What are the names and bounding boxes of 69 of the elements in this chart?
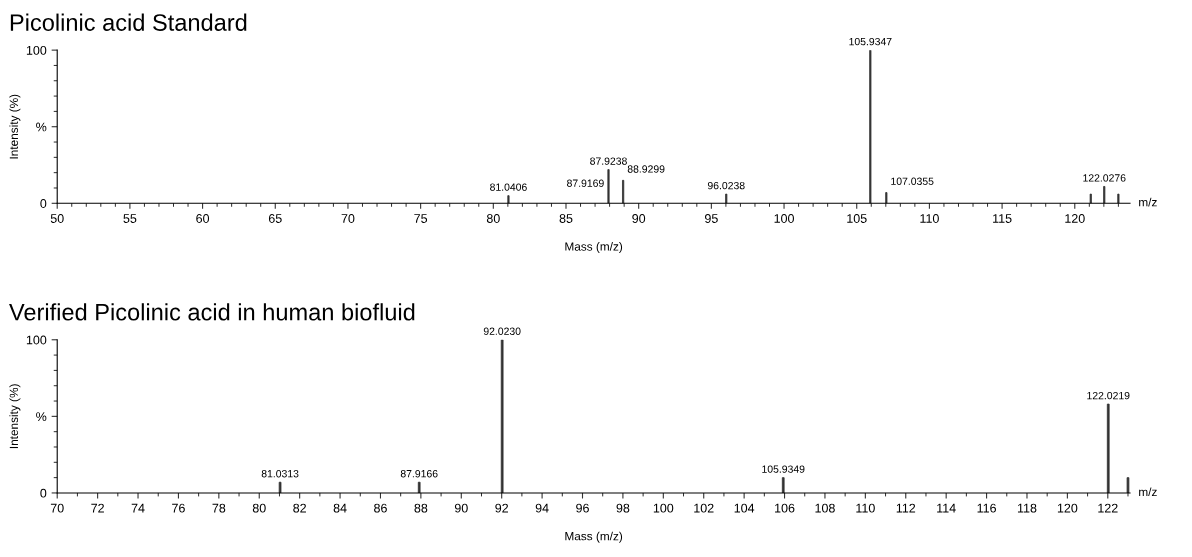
x-tick-label: 106 (775, 503, 795, 513)
x-tick-label: 118 (1017, 503, 1037, 513)
annotation: 107.0355 (891, 177, 934, 185)
x-tick-label: 84 (333, 503, 347, 513)
x-tick-label: 76 (172, 503, 185, 513)
x-tick-label: 94 (535, 503, 549, 513)
x-tick-label: 86 (374, 503, 387, 513)
annotation: 92.0230 (483, 327, 521, 335)
y-tick-label: % (36, 412, 47, 421)
x-tick-label: 72 (91, 503, 104, 513)
y-tick-label: 0 (40, 199, 47, 208)
x-tick-label: 80 (252, 503, 266, 513)
x-tick-label: 50 (50, 214, 64, 223)
annotation: 122.0219 (1087, 391, 1130, 400)
x-tick-label: 120 (1065, 214, 1085, 223)
x-tick-label: 120 (1057, 503, 1078, 513)
x-tick-label: 70 (341, 214, 355, 223)
x-tick-label: 80 (486, 214, 500, 223)
x-tick-label: 95 (705, 214, 718, 223)
x-tick-label: 100 (653, 503, 674, 513)
x-tick-label: 110 (920, 214, 939, 223)
x-tick-label: 74 (131, 503, 145, 513)
x-axis-title: Mass (m/z) (565, 531, 623, 543)
chart-title: Verified Picolinic acid in human biofluid (9, 303, 415, 321)
x-tick-label: 110 (856, 503, 875, 513)
text: m/z (1139, 197, 1157, 207)
annotation: 88.9299 (627, 165, 665, 173)
x-tick-label: 104 (734, 503, 755, 513)
x-tick-label: 112 (896, 503, 916, 513)
annotation: 81.0406 (490, 183, 527, 191)
x-tick-label: 55 (123, 214, 137, 223)
x-tick-label: 60 (196, 214, 210, 223)
x-tick-label: 92 (495, 503, 509, 513)
x-tick-label: 114 (937, 503, 956, 513)
annotation: 87.9169 (567, 179, 604, 187)
x-tick-label: 100 (774, 214, 794, 223)
chart-title: Picolinic acid Standard (10, 13, 247, 31)
x-tick-label: 90 (632, 214, 646, 223)
y-tick-label: 100 (26, 335, 47, 345)
x-tick-label: 105 (847, 214, 867, 223)
y-axis-title: Intensity (%) (9, 94, 21, 159)
x-tick-label: 102 (694, 503, 714, 513)
x-tick-label: 75 (414, 214, 428, 223)
y-tick-label: 0 (40, 488, 47, 498)
annotation: 122.0276 (1083, 174, 1126, 182)
x-axis-title: Mass (m/z) (565, 242, 623, 254)
x-tick-label: 85 (559, 214, 573, 223)
text: m/z (1139, 487, 1157, 497)
annotation: 81.0313 (261, 470, 299, 478)
annotation: 96.0238 (707, 181, 745, 190)
y-tick-label: % (36, 122, 47, 132)
x-tick-label: 88 (414, 503, 428, 513)
x-tick-label: 78 (212, 503, 226, 513)
annotation: 105.9347 (849, 37, 892, 46)
y-axis-title: Intensity (%) (9, 384, 21, 449)
x-tick-label: 82 (293, 503, 306, 513)
x-tick-label: 90 (454, 503, 468, 513)
x-tick-label: 122 (1098, 503, 1118, 513)
annotation: 105.9349 (762, 465, 805, 473)
x-tick-label: 70 (50, 503, 64, 513)
x-tick-label: 116 (977, 503, 996, 513)
y-tick-label: 100 (26, 45, 47, 55)
x-tick-label: 115 (993, 214, 1012, 223)
annotation: 87.9238 (590, 157, 627, 165)
x-tick-label: 108 (815, 503, 835, 513)
x-tick-label: 98 (616, 503, 630, 513)
x-tick-label: 96 (576, 503, 589, 513)
annotation: 87.9166 (400, 470, 438, 478)
x-tick-label: 65 (268, 214, 282, 223)
